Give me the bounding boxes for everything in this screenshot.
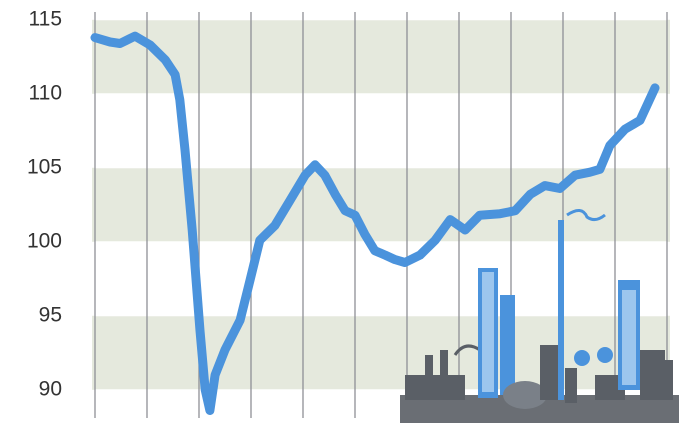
y-tick-label: 115 — [29, 7, 62, 30]
factory-illustration — [400, 209, 679, 423]
y-tick-label: 105 — [27, 155, 62, 178]
band — [92, 19, 670, 94]
band — [92, 167, 670, 242]
lines — [90, 31, 660, 415]
y-tick-label: 100 — [27, 229, 62, 252]
y-tick-label: 110 — [29, 81, 62, 104]
data-line — [90, 31, 660, 415]
y-tick-label: 90 — [39, 377, 62, 400]
y-tick-label: 95 — [39, 303, 62, 326]
